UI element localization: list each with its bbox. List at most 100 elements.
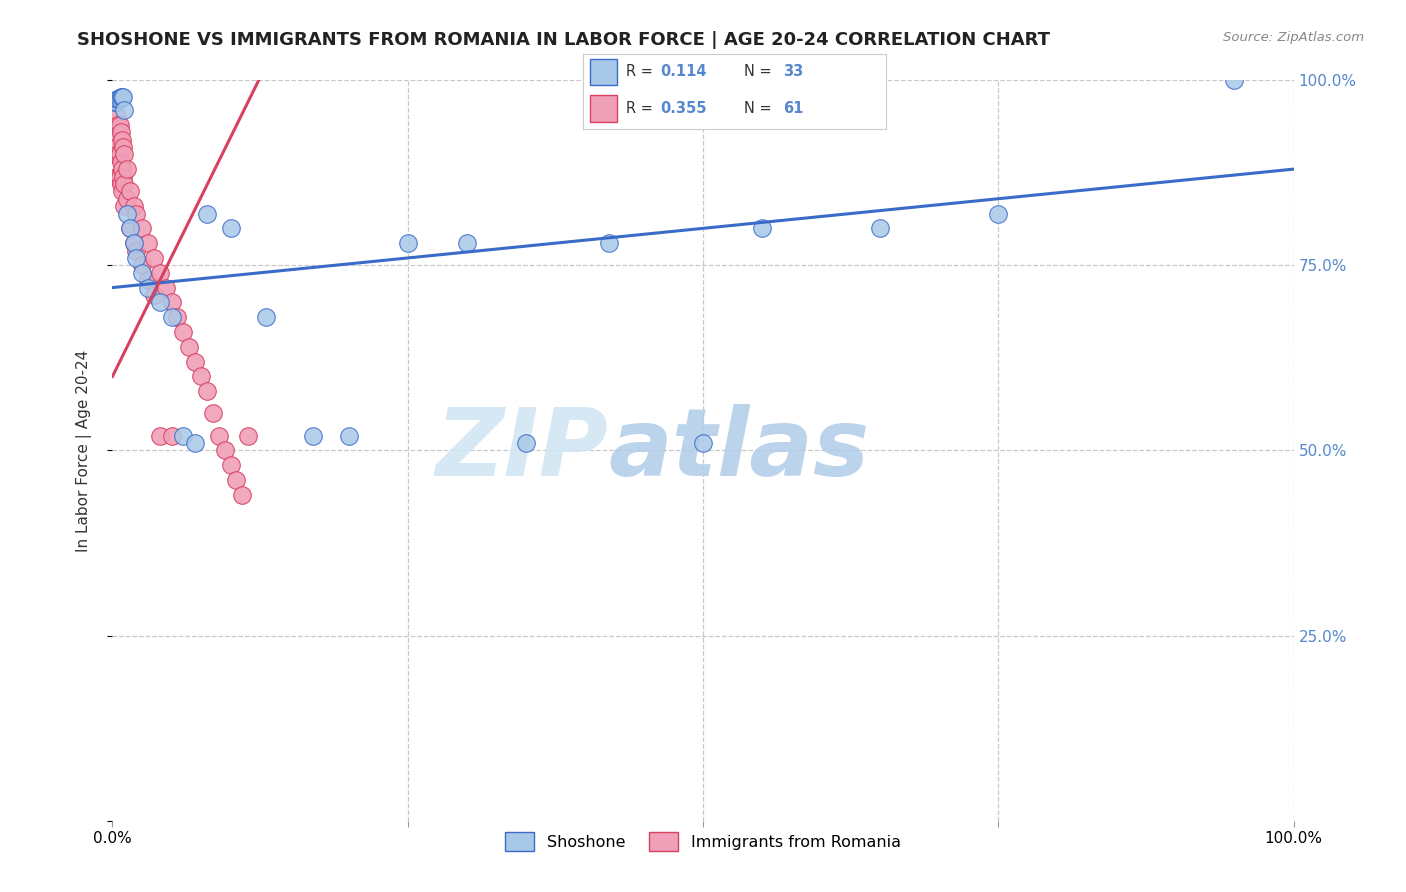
Legend: Shoshone, Immigrants from Romania: Shoshone, Immigrants from Romania: [499, 826, 907, 857]
Point: [166, 310, 188, 325]
Point: [112, 169, 135, 184]
Point: [515, 436, 537, 450]
Point: [115, 206, 138, 220]
Point: [112, 199, 135, 213]
Text: 33: 33: [783, 64, 803, 79]
Point: [103, 125, 125, 139]
Point: [105, 95, 128, 110]
Text: SHOSHONE VS IMMIGRANTS FROM ROMANIA IN LABOR FORCE | AGE 20-24 CORRELATION CHART: SHOSHONE VS IMMIGRANTS FROM ROMANIA IN L…: [77, 31, 1050, 49]
Point: [103, 147, 125, 161]
Point: [184, 354, 207, 368]
Point: [142, 288, 165, 302]
Point: [142, 251, 165, 265]
Point: [104, 118, 127, 132]
Point: [112, 177, 135, 191]
Point: [122, 199, 145, 213]
Point: [692, 436, 714, 450]
Point: [225, 473, 247, 487]
Text: N =: N =: [744, 101, 776, 116]
Point: [112, 103, 135, 117]
Point: [208, 428, 231, 442]
Point: [122, 236, 145, 251]
Text: ZIP: ZIP: [436, 404, 609, 497]
Point: [179, 340, 201, 354]
Point: [105, 95, 128, 110]
Bar: [589, 95, 617, 122]
Point: [149, 266, 172, 280]
Point: [231, 488, 253, 502]
Point: [131, 221, 153, 235]
Point: [108, 92, 131, 106]
Text: R =: R =: [626, 101, 658, 116]
Point: [456, 236, 478, 251]
Point: [120, 221, 142, 235]
Point: [125, 206, 148, 220]
Point: [598, 236, 620, 251]
Point: [160, 428, 183, 442]
Point: [107, 147, 129, 161]
Point: [105, 92, 128, 106]
Text: Source: ZipAtlas.com: Source: ZipAtlas.com: [1223, 31, 1364, 45]
Point: [160, 295, 183, 310]
Text: N =: N =: [744, 64, 776, 79]
Point: [195, 206, 218, 220]
Point: [751, 221, 773, 235]
Point: [987, 206, 1010, 220]
Point: [104, 95, 127, 110]
Point: [219, 221, 242, 235]
Point: [104, 95, 127, 110]
Point: [184, 436, 207, 450]
Point: [214, 443, 236, 458]
Point: [108, 169, 131, 184]
Point: [190, 369, 212, 384]
Point: [115, 192, 138, 206]
Point: [105, 169, 128, 184]
Point: [104, 147, 127, 161]
Point: [136, 280, 159, 294]
Text: 61: 61: [783, 101, 803, 116]
Point: [1223, 73, 1246, 87]
Point: [149, 295, 172, 310]
Point: [103, 95, 125, 110]
Point: [136, 273, 159, 287]
Point: [112, 140, 135, 154]
Point: [869, 221, 891, 235]
Point: [254, 310, 277, 325]
Point: [115, 162, 138, 177]
Point: [108, 147, 131, 161]
Point: [105, 111, 128, 125]
Point: [149, 428, 172, 442]
Point: [107, 118, 129, 132]
Point: [195, 384, 218, 399]
Point: [136, 236, 159, 251]
Point: [155, 280, 177, 294]
Point: [112, 89, 135, 103]
Text: R =: R =: [626, 64, 658, 79]
Point: [107, 92, 129, 106]
Point: [105, 125, 128, 139]
Point: [337, 428, 360, 442]
Point: [219, 458, 242, 473]
Point: [110, 154, 132, 169]
Point: [111, 89, 134, 103]
Point: [112, 147, 135, 161]
Point: [110, 177, 132, 191]
Point: [302, 428, 325, 442]
Point: [110, 125, 132, 139]
Y-axis label: In Labor Force | Age 20-24: In Labor Force | Age 20-24: [76, 350, 91, 551]
Point: [238, 428, 260, 442]
Point: [111, 162, 134, 177]
Point: [107, 169, 129, 184]
Point: [111, 184, 134, 198]
Point: [172, 325, 194, 339]
Point: [160, 310, 183, 325]
Point: [120, 221, 142, 235]
Point: [125, 251, 148, 265]
Point: [131, 259, 153, 273]
Point: [105, 140, 128, 154]
Point: [111, 132, 134, 146]
Point: [172, 428, 194, 442]
Text: 0.355: 0.355: [661, 101, 707, 116]
Point: [122, 236, 145, 251]
Point: [125, 244, 148, 258]
